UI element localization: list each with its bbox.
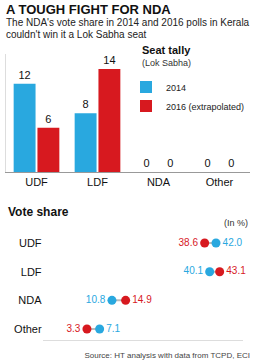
svg-text:14: 14	[103, 54, 115, 66]
svg-text:UDF: UDF	[19, 237, 42, 249]
svg-text:(In %): (In %)	[224, 218, 248, 228]
svg-text:38.6: 38.6	[179, 237, 199, 248]
svg-text:12: 12	[18, 69, 30, 81]
svg-text:UDF: UDF	[25, 176, 48, 188]
svg-text:(Lok Sabha): (Lok Sabha)	[142, 58, 191, 68]
svg-text:7.1: 7.1	[106, 323, 120, 334]
svg-text:0: 0	[205, 157, 211, 169]
html-text:Source: HT analysis with data: Source: HT analysis with data from TCPD,…	[84, 351, 250, 360]
svg-text:2016 (extrapolated): 2016 (extrapolated)	[166, 102, 244, 112]
svg-text:LDF: LDF	[87, 176, 108, 188]
svg-text:Other: Other	[14, 323, 42, 335]
svg-text:8: 8	[83, 98, 89, 110]
html-text:The NDA's vote share in 2014 a: The NDA's vote share in 2014 and 2016 po…	[6, 17, 250, 40]
svg-text:NDA: NDA	[18, 294, 42, 306]
svg-text:Seat tally: Seat tally	[142, 44, 191, 56]
svg-text:0: 0	[167, 157, 173, 169]
svg-text:10.8: 10.8	[86, 294, 106, 305]
svg-text:43.1: 43.1	[226, 265, 246, 276]
svg-text:Vote share: Vote share	[8, 205, 69, 219]
svg-text:0: 0	[144, 157, 150, 169]
svg-text:0: 0	[228, 157, 234, 169]
svg-text:42.0: 42.0	[223, 237, 243, 248]
svg-text:40.1: 40.1	[184, 265, 204, 276]
svg-text:2014: 2014	[166, 83, 186, 93]
svg-text:NDA: NDA	[147, 176, 171, 188]
html-text:A TOUGH FIGHT FOR NDA: A TOUGH FIGHT FOR NDA	[6, 2, 171, 17]
svg-text:14.9: 14.9	[132, 294, 152, 305]
svg-text:6: 6	[45, 113, 51, 125]
svg-text:3.3: 3.3	[66, 323, 80, 334]
svg-text:LDF: LDF	[21, 266, 42, 278]
svg-text:Other: Other	[206, 176, 234, 188]
